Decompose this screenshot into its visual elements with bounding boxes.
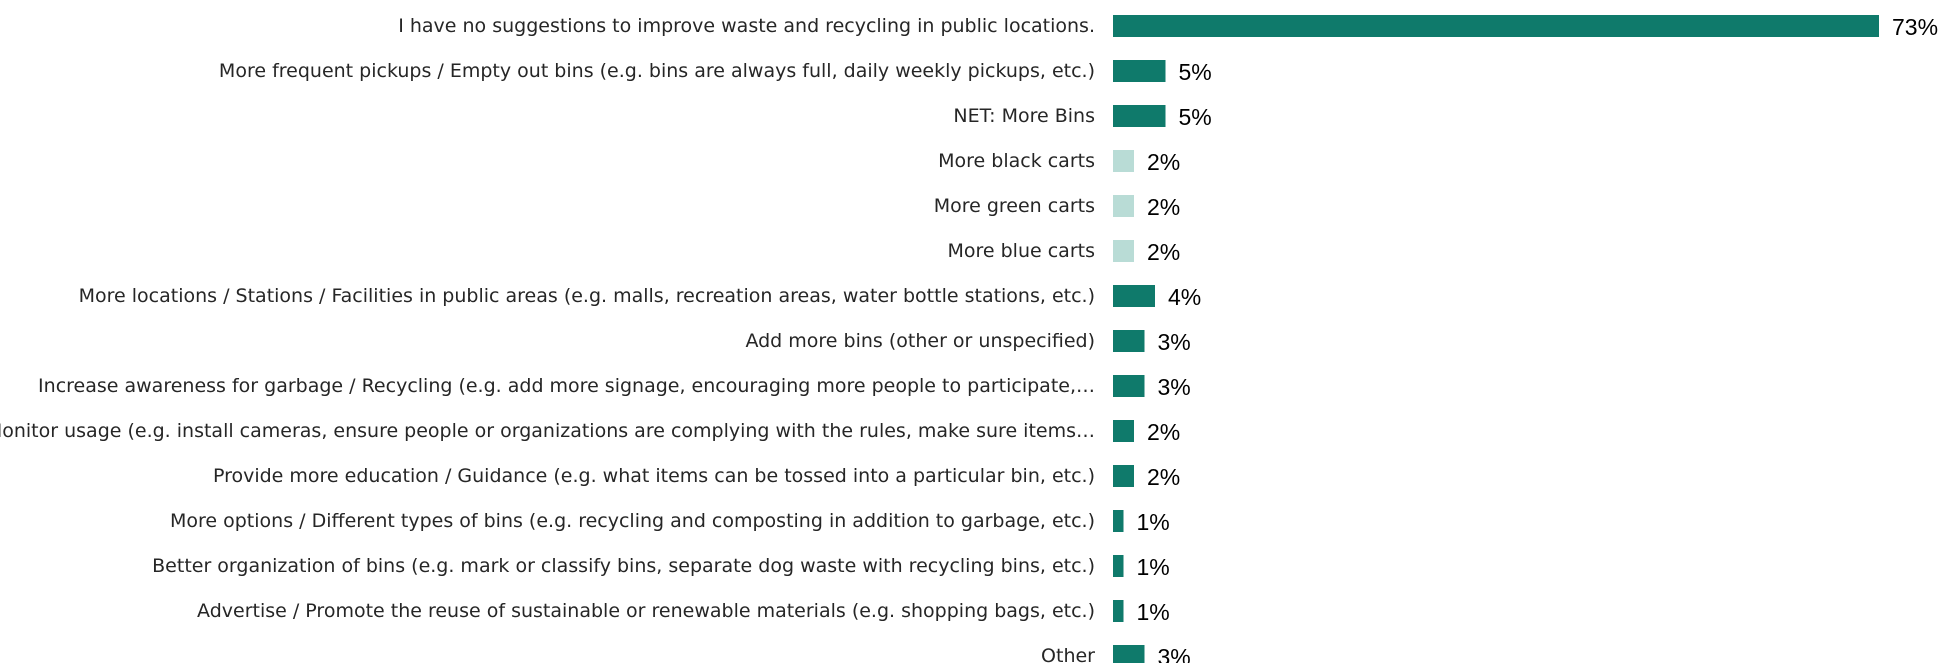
bar xyxy=(1113,465,1134,487)
bar xyxy=(1113,420,1134,442)
bar xyxy=(1113,600,1124,622)
category-label: Provide more education / Guidance (e.g. … xyxy=(213,465,1095,487)
bar xyxy=(1113,15,1879,37)
category-label: More frequent pickups / Empty out bins (… xyxy=(219,60,1095,82)
bar xyxy=(1113,60,1166,82)
value-label: 2% xyxy=(1147,239,1180,265)
value-label: 3% xyxy=(1158,644,1191,663)
bar xyxy=(1113,555,1124,577)
category-label: Increase awareness for garbage / Recycli… xyxy=(38,375,1095,397)
category-label: Add more bins (other or unspecified) xyxy=(745,330,1095,352)
bar xyxy=(1113,645,1145,663)
category-label: NET: More Bins xyxy=(953,105,1095,127)
bar xyxy=(1113,195,1134,217)
category-labels-group: I have no suggestions to improve waste a… xyxy=(0,15,1095,663)
category-label: More blue carts xyxy=(947,240,1095,262)
category-label: More locations / Stations / Facilities i… xyxy=(79,285,1095,307)
bar xyxy=(1113,510,1124,532)
value-label: 1% xyxy=(1137,599,1170,625)
category-label: Better organization of bins (e.g. mark o… xyxy=(152,555,1095,577)
category-label: Other xyxy=(1041,645,1095,663)
category-label: More green carts xyxy=(934,195,1095,217)
value-label: 5% xyxy=(1179,59,1212,85)
value-label: 2% xyxy=(1147,194,1180,220)
value-label: 1% xyxy=(1137,554,1170,580)
bar xyxy=(1113,330,1145,352)
bar xyxy=(1113,150,1134,172)
value-label: 4% xyxy=(1168,284,1201,310)
bar xyxy=(1113,240,1134,262)
category-label: More options / Different types of bins (… xyxy=(170,510,1095,532)
category-label: Monitor usage (e.g. install cameras, ens… xyxy=(0,420,1095,442)
value-label: 3% xyxy=(1158,374,1191,400)
bar xyxy=(1113,105,1166,127)
value-label: 3% xyxy=(1158,329,1191,355)
bar xyxy=(1113,375,1145,397)
bars-group xyxy=(1113,15,1879,663)
value-label: 2% xyxy=(1147,149,1180,175)
value-label: 5% xyxy=(1179,104,1212,130)
value-label: 2% xyxy=(1147,464,1180,490)
category-label: Advertise / Promote the reuse of sustain… xyxy=(197,600,1095,622)
bar xyxy=(1113,285,1155,307)
value-labels-group: 73% 5% 5% 2% 2% 2% 4% 3% 3% 2% 2% 1% 1% 1% 3% xyxy=(1137,14,1939,663)
category-label: More black carts xyxy=(938,150,1095,172)
value-label: 2% xyxy=(1147,419,1180,445)
value-label: 1% xyxy=(1137,509,1170,535)
value-label: 73% xyxy=(1892,14,1938,40)
category-label: I have no suggestions to improve waste a… xyxy=(398,15,1095,37)
